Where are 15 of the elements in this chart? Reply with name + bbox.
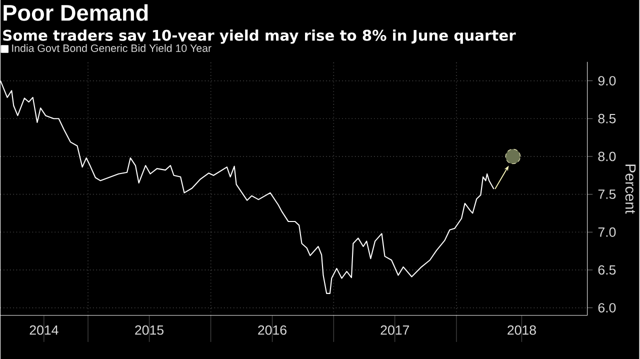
y-tick-label: 8.0 [598,152,616,162]
y-tick-label: 7.5 [598,190,616,199]
x-tick-label: 2017 [380,325,410,335]
chart-title: Poor Demand [4,4,148,21]
x-tick-label: 2015 [135,325,164,335]
legend-label: India Govt Bond Generic Bid Yield 10 Year [12,44,212,52]
y-tick-label: 6.5 [598,265,616,275]
y-axis-title: Percent [625,164,636,214]
y-tick-label: 9.0 [598,76,616,86]
y-tick-label: 6.0 [598,302,616,312]
y-tick-label: 7.0 [598,227,616,237]
x-tick-label: 2016 [258,325,286,335]
x-tick-label: 2014 [30,325,58,335]
y-tick-label: 8.5 [598,114,616,124]
x-tick-label: 2018 [508,325,536,335]
